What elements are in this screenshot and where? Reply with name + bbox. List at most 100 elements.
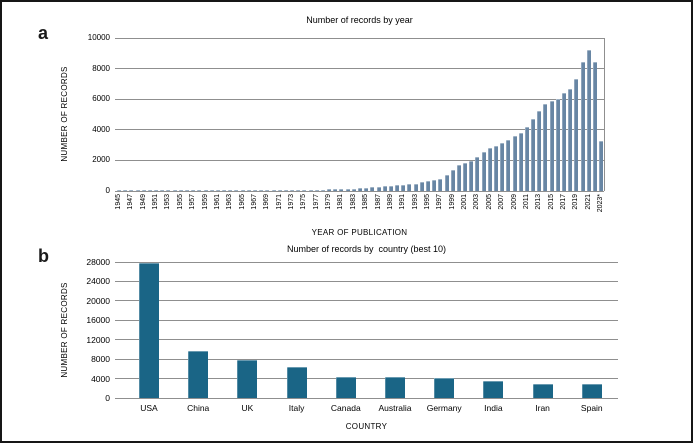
y-tick-label: 20000 bbox=[86, 295, 110, 306]
bar-1971 bbox=[277, 190, 282, 191]
bar-1976 bbox=[308, 189, 313, 191]
gridline bbox=[115, 261, 618, 263]
bar-1973 bbox=[290, 189, 295, 191]
x-tick-label: 2003 bbox=[473, 194, 481, 210]
x-tick-label: 1995 bbox=[424, 194, 431, 210]
bar-1954 bbox=[172, 190, 177, 191]
x-tick-label: 1985 bbox=[362, 194, 370, 210]
x-tick-label: 1969 bbox=[263, 194, 271, 210]
bar-2022 bbox=[592, 62, 597, 191]
chart-b-y-axis-title: NUMBER OF RECORDS bbox=[60, 282, 69, 378]
y-tick-label: 8000 bbox=[91, 354, 110, 365]
x-tick-label: 1957 bbox=[189, 194, 197, 210]
x-tick-label: 1949 bbox=[139, 194, 147, 210]
y-tick-label: 24000 bbox=[86, 276, 110, 287]
bar-1995 bbox=[426, 181, 430, 191]
bar-1991 bbox=[401, 184, 406, 191]
x-tick-label: 2021 bbox=[584, 194, 592, 210]
bar-2012 bbox=[531, 119, 536, 191]
x-tick-label: 2015 bbox=[547, 194, 555, 210]
bar-1959 bbox=[203, 190, 208, 191]
bar-1961 bbox=[215, 190, 220, 191]
bar-1979 bbox=[327, 189, 332, 191]
gridline bbox=[115, 129, 604, 131]
x-tick-label: 2001 bbox=[461, 194, 469, 210]
y-tick-label: 2000 bbox=[92, 155, 110, 165]
x-tick-label: 1947 bbox=[127, 194, 135, 210]
y-tick-label: 10000 bbox=[87, 33, 110, 42]
gridline bbox=[115, 358, 618, 360]
bar-UK bbox=[237, 360, 258, 398]
x-tick-label: Spain bbox=[580, 403, 603, 413]
chart-a-x-axis-title: YEAR OF PUBLICATION bbox=[311, 228, 408, 237]
bar-1987 bbox=[376, 186, 381, 191]
bar-USA bbox=[139, 262, 159, 398]
y-tick-label: 0 bbox=[105, 186, 110, 195]
x-tick-label: 1975 bbox=[300, 194, 308, 210]
bar-2002 bbox=[469, 161, 474, 191]
x-tick-label: Canada bbox=[330, 403, 361, 413]
bar-Iran bbox=[532, 384, 553, 398]
gridline bbox=[115, 319, 618, 321]
bar-1963 bbox=[228, 190, 233, 191]
bar-Italy bbox=[286, 366, 307, 398]
bar-2014 bbox=[543, 103, 548, 191]
x-tick-label: Australia bbox=[378, 403, 412, 413]
y-tick-label: 8000 bbox=[92, 63, 110, 73]
bar-1982 bbox=[345, 189, 350, 191]
bar-1967 bbox=[252, 190, 257, 191]
bar-1980 bbox=[333, 189, 338, 191]
gridline bbox=[115, 37, 604, 39]
bar-2020 bbox=[580, 61, 585, 191]
chart-a-title: Number of records by year bbox=[306, 15, 413, 25]
bar-1948 bbox=[135, 190, 140, 191]
x-tick-label: 2023* bbox=[597, 194, 605, 213]
gridline bbox=[115, 280, 618, 282]
bar-2003 bbox=[475, 156, 480, 191]
panel-label-b: b bbox=[38, 246, 49, 266]
bar-1951 bbox=[154, 190, 159, 191]
y-tick-label: 6000 bbox=[92, 94, 110, 104]
bar-1988 bbox=[382, 186, 387, 191]
x-tick-label: 1999 bbox=[448, 194, 456, 210]
bar-2023* bbox=[599, 141, 604, 191]
bar-1968 bbox=[259, 190, 264, 191]
x-tick-label: 1991 bbox=[399, 194, 407, 210]
bar-2008 bbox=[506, 140, 511, 191]
gridline bbox=[115, 68, 604, 70]
gridline bbox=[115, 98, 604, 100]
bar-China bbox=[188, 351, 209, 398]
bar-2011 bbox=[524, 126, 529, 191]
bar-1984 bbox=[358, 188, 363, 191]
bar-2006 bbox=[493, 146, 498, 191]
panel-label-a: a bbox=[38, 23, 49, 43]
y-tick-label: 12000 bbox=[86, 334, 110, 345]
bar-1957 bbox=[191, 190, 196, 191]
gridline bbox=[115, 378, 618, 380]
gridline bbox=[115, 159, 604, 161]
bar-1955 bbox=[178, 190, 183, 191]
x-tick-label: UK bbox=[241, 403, 254, 413]
bar-1992 bbox=[407, 184, 412, 191]
x-tick-label: China bbox=[187, 403, 210, 413]
bar-1960 bbox=[209, 190, 214, 191]
bar-2010 bbox=[518, 132, 523, 191]
bar-1949 bbox=[141, 190, 146, 191]
x-tick-label: 2019 bbox=[572, 194, 580, 210]
chart-b-title: Number of records by country (best 10) bbox=[286, 244, 447, 254]
bar-1953 bbox=[166, 190, 171, 191]
x-tick-label: 2007 bbox=[498, 194, 506, 210]
bar-1977 bbox=[314, 189, 319, 191]
bar-1956 bbox=[184, 190, 189, 191]
x-tick-label: 1989 bbox=[386, 194, 394, 210]
x-tick-label: 1979 bbox=[325, 194, 333, 210]
x-tick-label: 1977 bbox=[312, 194, 320, 210]
bar-2000 bbox=[456, 165, 461, 191]
bar-1994 bbox=[419, 182, 424, 191]
x-tick-label: 1973 bbox=[288, 194, 296, 210]
x-tick-label: Iran bbox=[535, 403, 550, 413]
x-tick-label: 2013 bbox=[535, 194, 543, 210]
bar-1998 bbox=[444, 174, 449, 191]
bar-1990 bbox=[395, 184, 400, 191]
